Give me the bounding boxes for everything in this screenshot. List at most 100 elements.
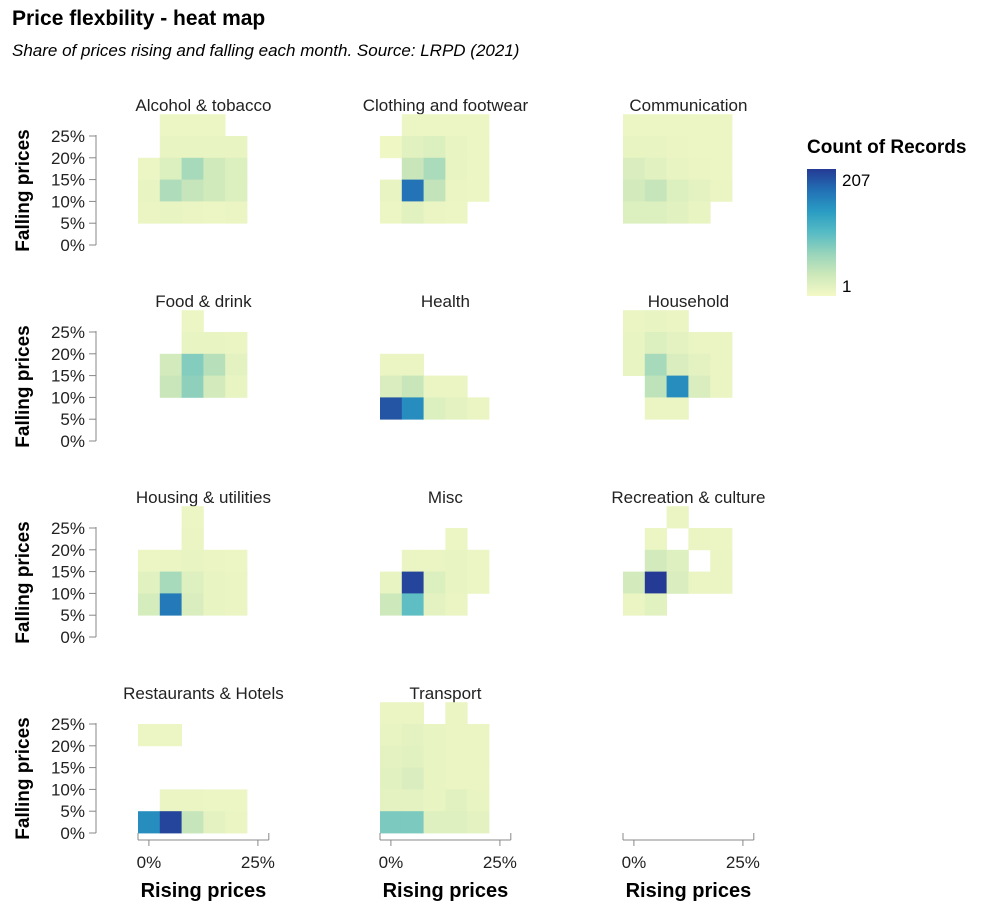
legend-max-label: 207 (842, 171, 870, 190)
heat-cell (380, 767, 403, 790)
heat-cell (423, 549, 446, 572)
legend: Count of Records 207 1 (807, 137, 966, 296)
heat-cell (644, 353, 667, 376)
heat-cell (423, 201, 446, 224)
heat-cell (380, 745, 403, 768)
heat-cell (666, 397, 689, 420)
heat-cell (467, 811, 490, 834)
x-tick-label: 0% (137, 853, 162, 872)
chart-title: Price flexbility - heat map (12, 7, 266, 30)
y-tick-label: 10% (51, 388, 85, 407)
heat-cell (688, 201, 711, 224)
heat-cell (710, 549, 733, 572)
heat-cell (688, 332, 711, 355)
heat-cell (423, 767, 446, 790)
heat-cell (644, 593, 667, 616)
heat-cell (666, 310, 689, 333)
heat-cell (138, 724, 161, 747)
heat-cell (401, 397, 424, 420)
heat-cell (445, 593, 468, 616)
heat-cell (159, 724, 182, 747)
heat-cell (467, 179, 490, 202)
heat-cell (467, 136, 490, 159)
heat-cell (225, 811, 248, 834)
x-axis-label: Rising prices (141, 880, 267, 902)
heat-cell (710, 114, 733, 137)
heat-cell (203, 114, 226, 137)
heat-cell (623, 179, 646, 202)
heat-cell (445, 745, 468, 768)
heat-cell (445, 157, 468, 180)
heat-cell (380, 136, 403, 159)
y-tick-label: 5% (60, 606, 85, 625)
heat-cell (644, 375, 667, 398)
heat-cell (666, 201, 689, 224)
heat-cell (688, 114, 711, 137)
heat-cell (401, 375, 424, 398)
x-tick-label: 25% (241, 853, 275, 872)
heat-cell (181, 375, 204, 398)
heat-cell (181, 157, 204, 180)
heat-cell (203, 179, 226, 202)
panel-restaurants-hotels: Restaurants & Hotels 0% 5% 10% 15% 20% 25% Fall… (13, 684, 284, 843)
heat-cell (710, 179, 733, 202)
heat-cell (644, 157, 667, 180)
heat-cell (467, 397, 490, 420)
heat-cell (380, 702, 403, 725)
heat-cell (138, 549, 161, 572)
y-tick-label: 20% (51, 345, 85, 364)
y-tick-label: 20% (51, 737, 85, 756)
panel-clothing-and-footwear: Clothing and footwear (363, 96, 528, 224)
x-axis-label: Rising prices (383, 880, 509, 902)
heat-cell (423, 571, 446, 594)
panels-layer: Alcohol & tobacco 0% 5% 10% 15% 20% 25% Falling… (13, 96, 765, 902)
panel-title: Housing & utilities (136, 488, 271, 507)
heat-cell (710, 571, 733, 594)
heat-cell (159, 179, 182, 202)
heat-cell (401, 136, 424, 159)
heat-cell (644, 310, 667, 333)
x-tick-label: 25% (483, 853, 517, 872)
heat-cell (445, 549, 468, 572)
heat-cell (467, 157, 490, 180)
heat-cell (423, 179, 446, 202)
heat-cell (467, 549, 490, 572)
y-tick-label: 20% (51, 541, 85, 560)
y-tick-label: 0% (60, 236, 85, 255)
heat-cell (203, 157, 226, 180)
heat-cell (138, 201, 161, 224)
heat-cell (688, 136, 711, 159)
panel-recreation-culture: Recreation & culture (611, 488, 765, 616)
panel-title: Misc (428, 488, 463, 507)
y-tick-label: 25% (51, 715, 85, 734)
panel-title: Food & drink (155, 292, 252, 311)
heat-cell (401, 114, 424, 137)
heat-cell (423, 375, 446, 398)
y-tick-label: 15% (51, 759, 85, 778)
chart-subtitle: Share of prices rising and falling each … (12, 41, 520, 60)
heat-cell (445, 201, 468, 224)
heat-cell (445, 397, 468, 420)
x-axis-label: Rising prices (626, 880, 752, 902)
x-tick-label: 0% (622, 853, 647, 872)
heat-cell (181, 114, 204, 137)
heat-cell (159, 114, 182, 137)
heat-cell (159, 375, 182, 398)
heat-cell (181, 310, 204, 333)
heat-cell (225, 201, 248, 224)
heat-cell (423, 157, 446, 180)
heat-cell (445, 114, 468, 137)
heat-cell (644, 332, 667, 355)
heat-cell (203, 136, 226, 159)
heat-cell (401, 789, 424, 812)
heat-cell (710, 375, 733, 398)
heat-cell (423, 397, 446, 420)
heat-cell (445, 789, 468, 812)
heat-cell (423, 114, 446, 137)
panel-title: Household (648, 292, 729, 311)
heat-cell (467, 789, 490, 812)
heat-cell (225, 593, 248, 616)
heat-cell (401, 745, 424, 768)
legend-min-label: 1 (842, 277, 851, 296)
